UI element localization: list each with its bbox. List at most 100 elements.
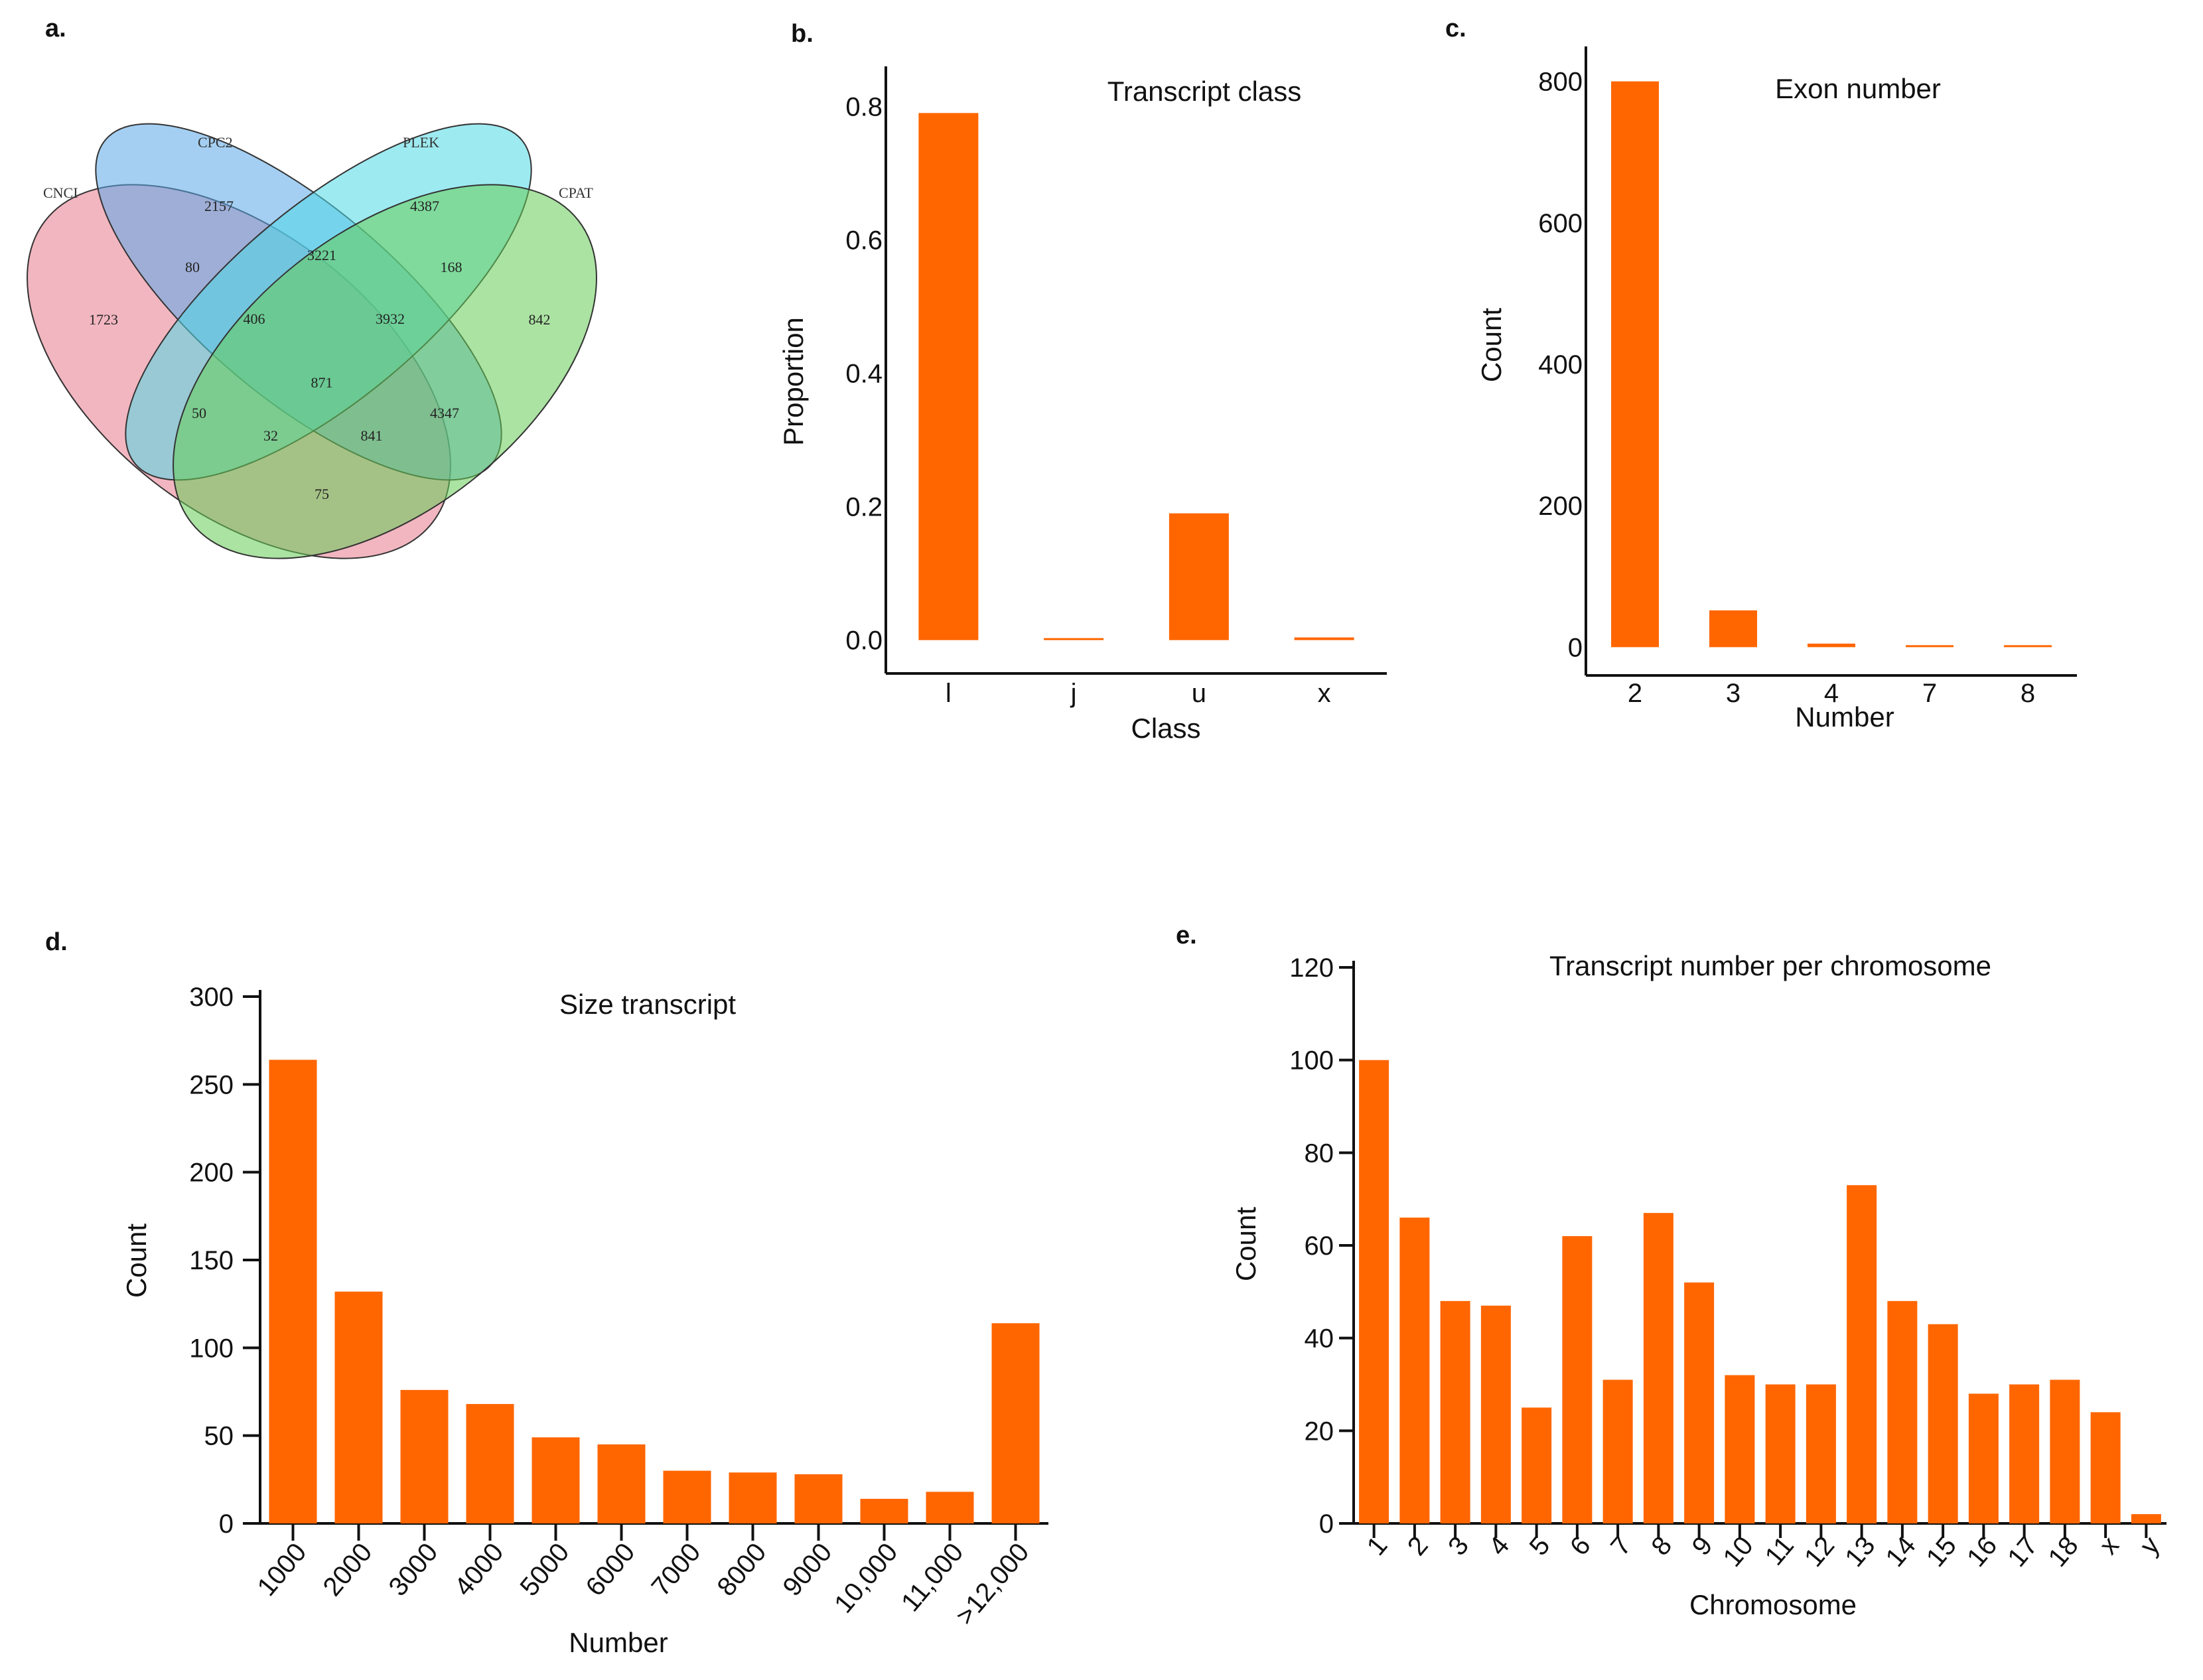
bar-2000 [334, 1291, 383, 1523]
bar->12,000 [991, 1323, 1040, 1523]
bar-4 [1808, 644, 1855, 648]
x-tick-label: 9000 [777, 1538, 837, 1602]
x-tick-label: 8000 [711, 1538, 772, 1602]
venn-region-plek-only: 4387 [410, 198, 439, 214]
venn-label-plek: PLEK [403, 134, 439, 151]
y-tick-label: 0 [1319, 1509, 1334, 1539]
x-axis-label: Chromosome [1689, 1589, 1857, 1620]
venn-label-cpat: CPAT [559, 184, 593, 201]
x-tick-label: 2 [1402, 1531, 1434, 1561]
x-tick-label: 10,000 [829, 1538, 903, 1619]
y-tick-label: 0.8 [845, 92, 883, 121]
x-tick-label: 4 [1483, 1531, 1515, 1561]
venn-region-plek-cpat: 168 [441, 259, 462, 275]
x-tick-label: 2000 [317, 1538, 378, 1602]
y-tick-label: 80 [1305, 1139, 1334, 1168]
bar-y [2131, 1514, 2161, 1523]
bar-11 [1765, 1384, 1796, 1523]
bar-3 [1440, 1300, 1470, 1523]
venn-region-cpc2-plek: 3221 [307, 247, 336, 263]
x-tick-label: 14 [1880, 1531, 1921, 1573]
bar-9000 [794, 1474, 843, 1523]
chart-title: Exon number [1775, 73, 1941, 104]
x-tick-label: 8 [2021, 679, 2035, 708]
x-axis-label: Number [569, 1627, 668, 1658]
venn-region-cnci-plek: 50 [192, 405, 206, 421]
x-tick-label: x [1318, 679, 1331, 708]
x-axis-label: Class [1131, 713, 1200, 744]
x-tick-label: 3 [1726, 679, 1741, 708]
chart-title: Size transcript [559, 989, 736, 1020]
y-tick-label: 0.4 [845, 360, 883, 389]
x-tick-label: 3 [1443, 1531, 1474, 1561]
bar-12 [1806, 1384, 1836, 1523]
bar-u [1169, 513, 1229, 640]
y-axis-label: Count [1230, 1207, 1261, 1281]
x-tick-label: 2 [1628, 679, 1642, 708]
y-tick-label: 0.0 [845, 626, 883, 656]
y-tick-label: 50 [204, 1422, 234, 1451]
bar-x [2090, 1412, 2121, 1523]
x-tick-label: 7 [1605, 1531, 1637, 1561]
venn-diagram: CNCI CPC2 PLEK CPAT 1723 2157 4387 842 8… [27, 123, 597, 559]
x-tick-label: l [946, 679, 952, 708]
bar-16 [1968, 1393, 1999, 1523]
chart-exon-number: 0 200 400 600 800 2 3 4 7 8 Exon number Number Count [1476, 46, 2077, 733]
panel-label-a: a. [45, 15, 66, 42]
panel-label-e: e. [1176, 922, 1197, 949]
bar-x [1294, 637, 1354, 640]
x-tick-label: j [1070, 679, 1077, 708]
y-tick-label: 800 [1538, 68, 1583, 97]
y-tick-label: 200 [189, 1158, 234, 1188]
x-tick-label: 4000 [449, 1538, 509, 1602]
bar-10,000 [860, 1498, 908, 1523]
venn-region-cpat-only: 842 [529, 311, 551, 328]
y-axis-label: Count [1476, 308, 1507, 382]
venn-region-cpc2-only: 2157 [204, 198, 234, 214]
y-tick-label: 0 [1568, 633, 1583, 662]
venn-region-cnci-only: 1723 [89, 311, 118, 328]
bar-1 [1359, 1060, 1389, 1523]
x-tick-label: u [1192, 679, 1206, 708]
y-tick-label: 100 [189, 1334, 234, 1363]
venn-region-cpc2-plek-cpat: 3932 [376, 311, 405, 327]
x-tick-label: 15 [1921, 1531, 1962, 1573]
bar-4000 [466, 1404, 514, 1523]
bar-1000 [269, 1060, 317, 1523]
x-tick-label: 6000 [580, 1538, 640, 1602]
bar-9 [1684, 1282, 1715, 1523]
bar-5000 [532, 1437, 580, 1523]
bar-18 [2050, 1379, 2080, 1523]
chart-title: Transcript class [1107, 76, 1302, 107]
x-tick-label: 12 [1799, 1531, 1840, 1573]
bar-5 [1522, 1407, 1552, 1523]
y-tick-label: 20 [1305, 1417, 1334, 1446]
bar-4 [1480, 1305, 1511, 1523]
x-tick-label: x [2094, 1531, 2125, 1561]
venn-region-cnci-cpc2-plek: 406 [244, 311, 265, 327]
x-tick-label: 5 [1524, 1531, 1556, 1561]
x-axis-label: Number [1795, 701, 1894, 733]
bar-8 [2004, 645, 2052, 648]
x-tick-label: 6 [1565, 1531, 1597, 1561]
bar-7 [1906, 645, 1954, 648]
bar-10 [1725, 1375, 1755, 1523]
chart-title: Transcript number per chromosome [1549, 950, 1991, 981]
y-tick-label: 250 [189, 1070, 234, 1099]
venn-region-cpc2-cpat: 4347 [430, 405, 459, 421]
x-tick-label: 7000 [646, 1538, 706, 1602]
bar-14 [1887, 1300, 1918, 1523]
y-tick-label: 0.2 [845, 493, 883, 522]
y-tick-label: 400 [1538, 350, 1583, 380]
x-tick-label: 17 [2002, 1531, 2043, 1573]
y-axis-label: Count [121, 1224, 152, 1298]
x-tick-label: 13 [1839, 1531, 1881, 1573]
x-tick-label: 11 [1760, 1531, 1800, 1571]
bar-17 [2009, 1384, 2040, 1523]
bar-13 [1847, 1185, 1877, 1523]
x-tick-label: 7 [1922, 679, 1937, 708]
venn-label-cnci: CNCI [43, 184, 78, 201]
bar-7 [1602, 1379, 1633, 1523]
